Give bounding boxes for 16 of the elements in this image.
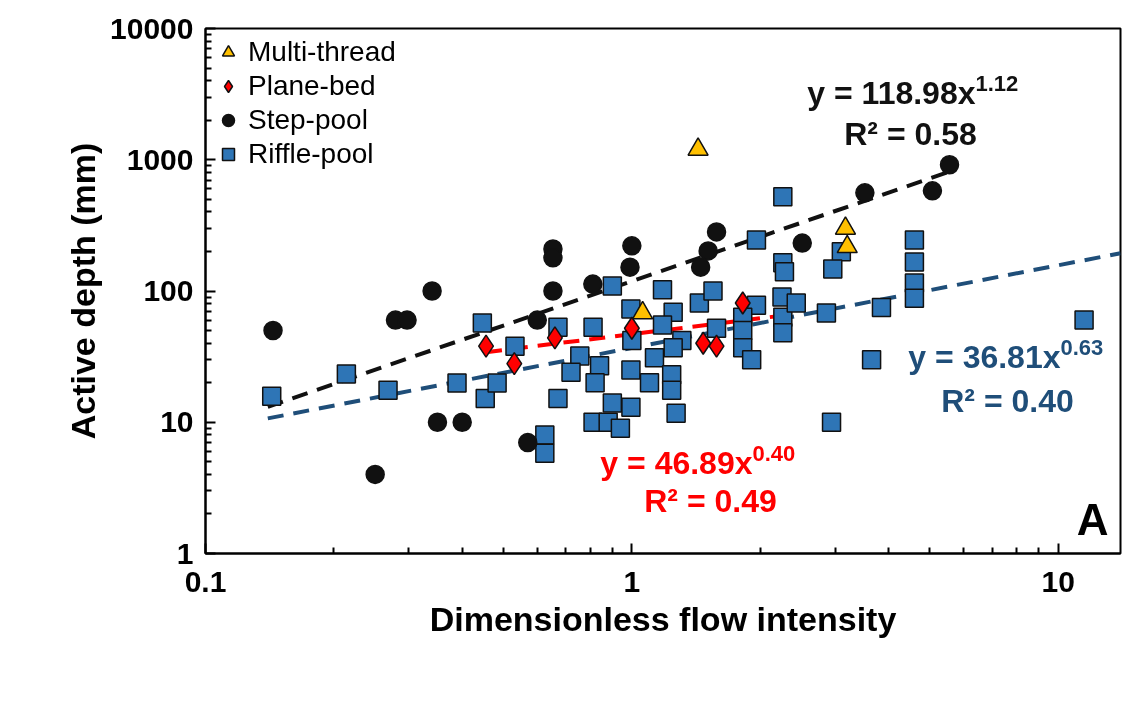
y-tick-label: 10000 [110, 11, 194, 45]
legend-label: Plane-bed [248, 70, 376, 102]
legend-label: Multi-thread [248, 36, 396, 68]
annotation: R² = 0.40 [941, 382, 1074, 419]
annotation: A [1076, 494, 1109, 544]
y-tick-label: 100 [143, 274, 194, 307]
x-tick-label: 1 [623, 564, 641, 598]
y-tick-label: 1000 [126, 142, 194, 176]
x-axis-title: Dimensionless flow intensity [429, 599, 897, 638]
legend-label: Step-pool [248, 104, 368, 136]
annotation: R² = 0.58 [844, 115, 977, 152]
annotation: R² = 0.49 [644, 482, 777, 519]
x-tick-label: 10 [1041, 564, 1075, 598]
legend-label: Riffle-pool [248, 138, 374, 170]
y-tick-label: 10 [160, 405, 194, 439]
y-axis-title: Active depth (mm) [64, 142, 103, 440]
